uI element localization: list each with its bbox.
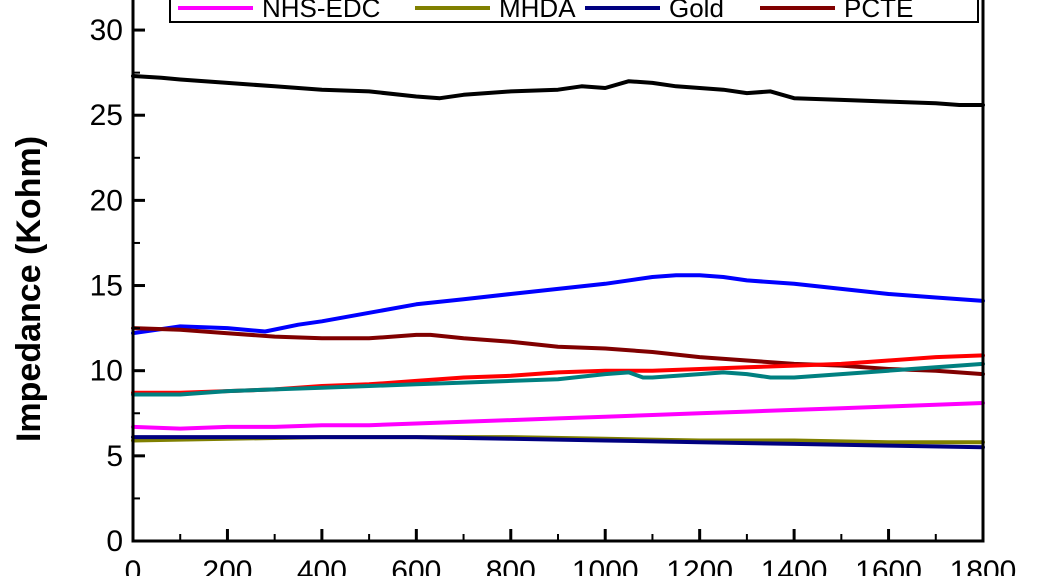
x-tick-label: 400: [297, 555, 347, 576]
series-line-pcte: [131, 326, 985, 377]
series-line-nhs-edc: [131, 401, 985, 431]
series-line-gold: [131, 435, 985, 450]
y-tick-label: 10: [90, 355, 123, 388]
y-tick-label: 5: [106, 440, 123, 473]
series-line-1: [131, 74, 985, 107]
axes-layer: 0 5 10 15 20 25 30 0 200 400 600 800 1000 1200 1400 160…: [90, 0, 1017, 576]
legend-label: MHDA: [499, 0, 576, 23]
y-tick-label: 15: [90, 270, 123, 303]
x-tick-label: 1400: [761, 555, 828, 576]
x-tick-label: 200: [202, 555, 252, 576]
y-axis-label: Impedance (Kohm): [10, 136, 48, 442]
x-tick-label: 1800: [950, 555, 1017, 576]
y-tick-label: 20: [90, 184, 123, 217]
plot-frame: [131, 0, 985, 543]
series-line-5: [131, 361, 985, 397]
series-layer: [131, 74, 985, 450]
legend: NHS-EDC MHDA Gold PCTE: [169, 0, 979, 23]
legend-box: [169, 0, 979, 23]
x-tick-label: 0: [125, 555, 142, 576]
x-tick-label: 1000: [572, 555, 639, 576]
y-tick-label: 0: [106, 525, 123, 558]
x-tick-label: 800: [486, 555, 536, 576]
legend-label: NHS-EDC: [262, 0, 380, 23]
y-tick-label: 30: [90, 14, 123, 47]
legend-label: PCTE: [844, 0, 913, 23]
series-line-2: [131, 273, 985, 336]
x-tick-label: 1200: [666, 555, 733, 576]
y-tick-label: 25: [90, 99, 123, 132]
legend-label: Gold: [669, 0, 724, 23]
x-tick-label: 600: [391, 555, 441, 576]
x-tick-label: 1600: [855, 555, 922, 576]
